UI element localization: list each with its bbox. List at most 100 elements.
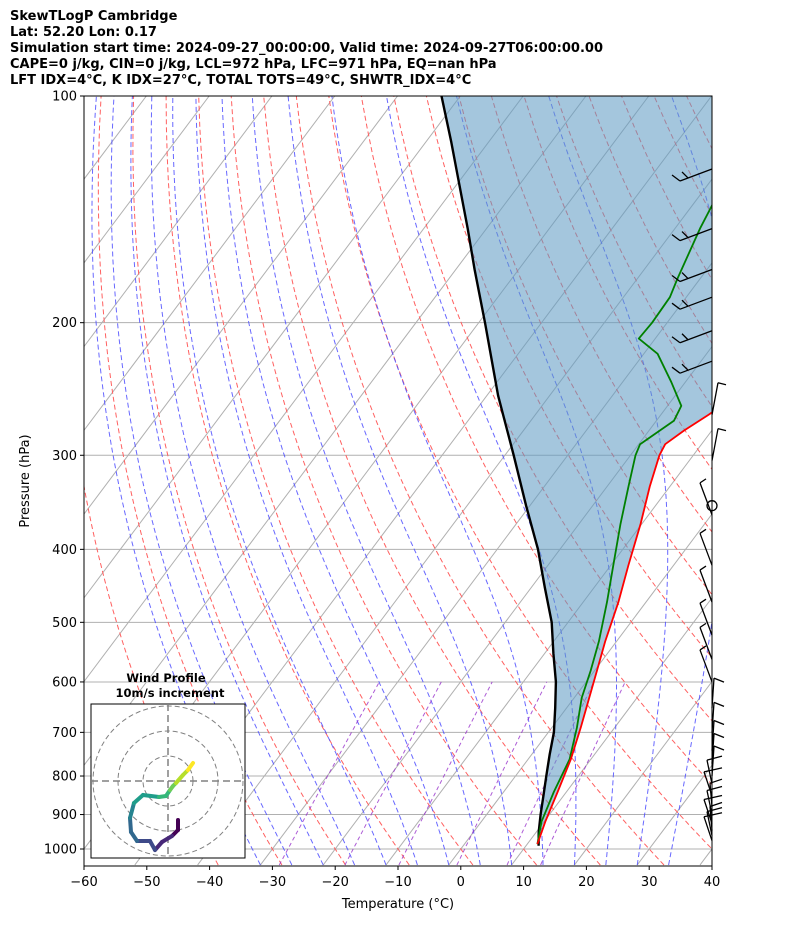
wind-barb (711, 732, 725, 764)
isotherm-line (84, 96, 273, 348)
isotherm-line (84, 96, 461, 599)
hodograph-segment (128, 801, 136, 820)
dry-adiabat (393, 96, 712, 722)
cin-shading (441, 96, 712, 845)
dry-adiabat (165, 96, 410, 866)
wind-barb (671, 360, 713, 374)
isotherm-line (84, 96, 336, 432)
wind-barb (699, 528, 713, 566)
dry-adiabat (132, 96, 346, 866)
isotherm-line (84, 96, 210, 264)
moist-adiabat (130, 96, 324, 866)
cape-cin-shading (441, 96, 712, 845)
isotherm-line (448, 513, 712, 866)
indices-line-2: LFT IDX=4°C, K IDX=27°C, TOTAL TOTS=49°C… (10, 73, 472, 88)
mixing-ratio-line (456, 681, 548, 866)
mixing-ratio-line (540, 681, 626, 866)
wind-barb (711, 382, 727, 415)
parcel-profile-line (440, 96, 558, 846)
x-tick-label: −30 (259, 875, 286, 890)
isotherm-line (511, 596, 712, 866)
mixing-ratio-line (278, 681, 380, 866)
inset-subtitle: 10m/s increment (116, 686, 225, 700)
wind-barb (703, 812, 723, 841)
location-line: Lat: 52.20 Lon: 0.17 (10, 25, 157, 40)
y-axis-label: Pressure (hPa) (18, 434, 33, 527)
wind-barb (699, 565, 713, 603)
wind-profile-inset (90, 703, 246, 859)
wind-barb (671, 227, 713, 242)
wind-barb (706, 785, 723, 815)
temperature-line (536, 411, 712, 845)
wind-barb (711, 428, 727, 461)
dry-adiabat (263, 96, 601, 866)
wind-barb (699, 622, 713, 660)
moist-adiabat (251, 96, 481, 866)
isotherm-line (84, 96, 398, 515)
hodograph-segment (141, 793, 161, 799)
y-tick-label: 200 (52, 316, 77, 331)
x-tick-label: 10 (515, 875, 532, 890)
background-lines (0, 96, 794, 866)
y-tick-label: 300 (52, 449, 77, 464)
wind-barb (711, 677, 725, 709)
y-tick-label: 400 (52, 543, 77, 558)
mixing-ratio-line (398, 681, 493, 866)
x-tick-label: −60 (70, 875, 97, 890)
chart-title: SkewTLogP Cambridge (10, 9, 178, 24)
moist-adiabat (110, 96, 293, 866)
wind-barb (699, 645, 713, 683)
dry-adiabat (97, 96, 283, 866)
dry-adiabat (360, 96, 712, 786)
x-tick-label: 20 (578, 875, 595, 890)
moist-adiabat (150, 96, 356, 866)
isotherm-line (574, 680, 712, 866)
wind-barb (711, 745, 725, 777)
wind-barb (671, 330, 713, 344)
wind-barb (671, 168, 713, 182)
y-tick-label: 700 (52, 726, 77, 741)
inset-title: Wind Profile (126, 671, 206, 685)
wind-barb (706, 755, 723, 785)
x-tick-label: −40 (196, 875, 223, 890)
wind-barb (671, 268, 713, 283)
indices-line-1: CAPE=0 j/kg, CIN=0 j/kg, LCL=972 hPa, LF… (10, 57, 497, 72)
x-tick-label: −10 (384, 875, 411, 890)
dewpoint-line (536, 203, 712, 845)
isotherm-line (84, 96, 524, 683)
hodograph-segment (128, 816, 133, 834)
isotherm-line (0, 96, 84, 865)
wind-barb (703, 794, 723, 824)
time-line: Simulation start time: 2024-09-27_00:00:… (10, 41, 603, 56)
wind-barb (699, 478, 713, 516)
x-axis-label: Temperature (°C) (341, 897, 454, 912)
wind-barb (711, 719, 725, 751)
wind-barbs (671, 168, 727, 841)
y-tick-label: 900 (52, 808, 77, 823)
moist-adiabat (287, 96, 513, 866)
hodograph-segment (132, 793, 145, 805)
mixing-ratio-line (344, 681, 442, 866)
x-tick-label: 0 (457, 875, 465, 890)
moist-adiabat (172, 96, 387, 866)
dry-adiabat (198, 96, 474, 866)
profile-lines (440, 96, 712, 846)
x-tick-label: 30 (641, 875, 658, 890)
isotherm-line (763, 96, 794, 865)
x-tick-label: −20 (321, 875, 348, 890)
y-tick-label: 100 (52, 90, 77, 105)
wind-barb (671, 296, 713, 310)
wind-barb (699, 598, 713, 636)
dry-adiabat (230, 96, 537, 866)
calm-wind-marker (706, 500, 718, 512)
y-tick-label: 800 (52, 770, 77, 785)
y-tick-label: 1000 (44, 843, 77, 858)
wind-barb (706, 807, 723, 836)
wind-barb (711, 701, 725, 733)
axis-ticks: −60 −50 −40 −30 −20 −10 0 10 20 30 40 1000 900 800 700… (44, 90, 720, 891)
moist-adiabat (668, 96, 712, 866)
dry-adiabat (719, 96, 794, 865)
hodograph-segment (186, 761, 195, 772)
dry-adiabat (295, 96, 665, 866)
